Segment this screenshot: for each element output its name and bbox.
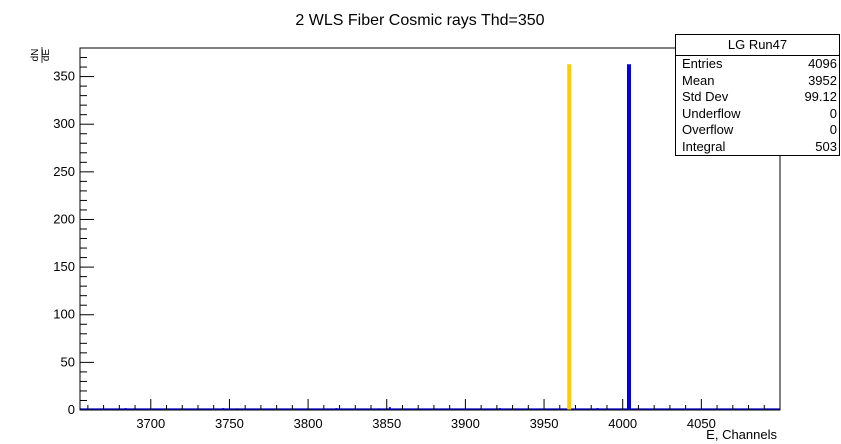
x-tick-label: 4050 <box>687 416 716 431</box>
stats-value: 4096 <box>808 56 837 71</box>
x-tick-label: 3900 <box>451 416 480 431</box>
stats-row: Std Dev 99.12 <box>676 89 839 106</box>
stats-label: Integral <box>682 138 726 154</box>
y-tick-label: 0 <box>68 402 75 417</box>
stats-row: Integral 503 <box>676 139 839 156</box>
y-tick-label: 300 <box>53 116 75 131</box>
stats-row: Overflow 0 <box>676 122 839 139</box>
x-tick-label: 3700 <box>136 416 165 431</box>
stats-value: 503 <box>815 138 837 154</box>
y-tick-label: 50 <box>61 354 75 369</box>
stats-row: Underflow 0 <box>676 106 839 123</box>
y-axis-label: dN dE <box>30 47 52 63</box>
stats-row: Entries 4096 <box>676 56 839 73</box>
stats-box: LG Run47 Entries 4096 Mean 3952 Std Dev 99.12… <box>675 34 840 156</box>
y-axis: 0 50 100 150 200 250 300 350 <box>53 47 94 417</box>
y-tick-label: 250 <box>53 164 75 179</box>
x-axis: 3700 3750 3800 3850 3900 3950 4000 4050 <box>87 399 781 431</box>
stats-label: Std Dev <box>682 89 729 104</box>
stats-label: Overflow <box>682 122 734 137</box>
y-axis-label-denominator: dE <box>41 49 52 62</box>
stats-label: Underflow <box>682 105 741 121</box>
y-tick-label: 350 <box>53 69 75 84</box>
x-tick-label: 3750 <box>215 416 244 431</box>
stats-label: Mean <box>682 72 715 88</box>
y-tick-label: 150 <box>53 259 75 274</box>
x-tick-label: 3850 <box>372 416 401 431</box>
stats-title: LG Run47 <box>676 35 839 56</box>
x-tick-label: 3800 <box>294 416 323 431</box>
y-tick-label: 100 <box>53 307 75 322</box>
y-axis-label-numerator: dN <box>30 49 41 62</box>
stats-label: Entries <box>682 56 723 71</box>
stats-value: 3952 <box>808 72 837 88</box>
stats-value: 0 <box>829 122 837 137</box>
stats-value: 0 <box>829 105 837 121</box>
stats-value: 99.12 <box>804 89 837 104</box>
histogram-peaks <box>567 64 631 410</box>
y-tick-label: 200 <box>53 211 75 226</box>
x-tick-label: 4000 <box>608 416 637 431</box>
stats-row: Mean 3952 <box>676 73 839 90</box>
chart-title: 2 WLS Fiber Cosmic rays Thd=350 <box>295 12 544 29</box>
stats-rows: Entries 4096 Mean 3952 Std Dev 99.12 Underflow… <box>676 56 839 155</box>
x-axis-label: E, Channels <box>706 427 777 442</box>
x-tick-label: 3950 <box>530 416 559 431</box>
